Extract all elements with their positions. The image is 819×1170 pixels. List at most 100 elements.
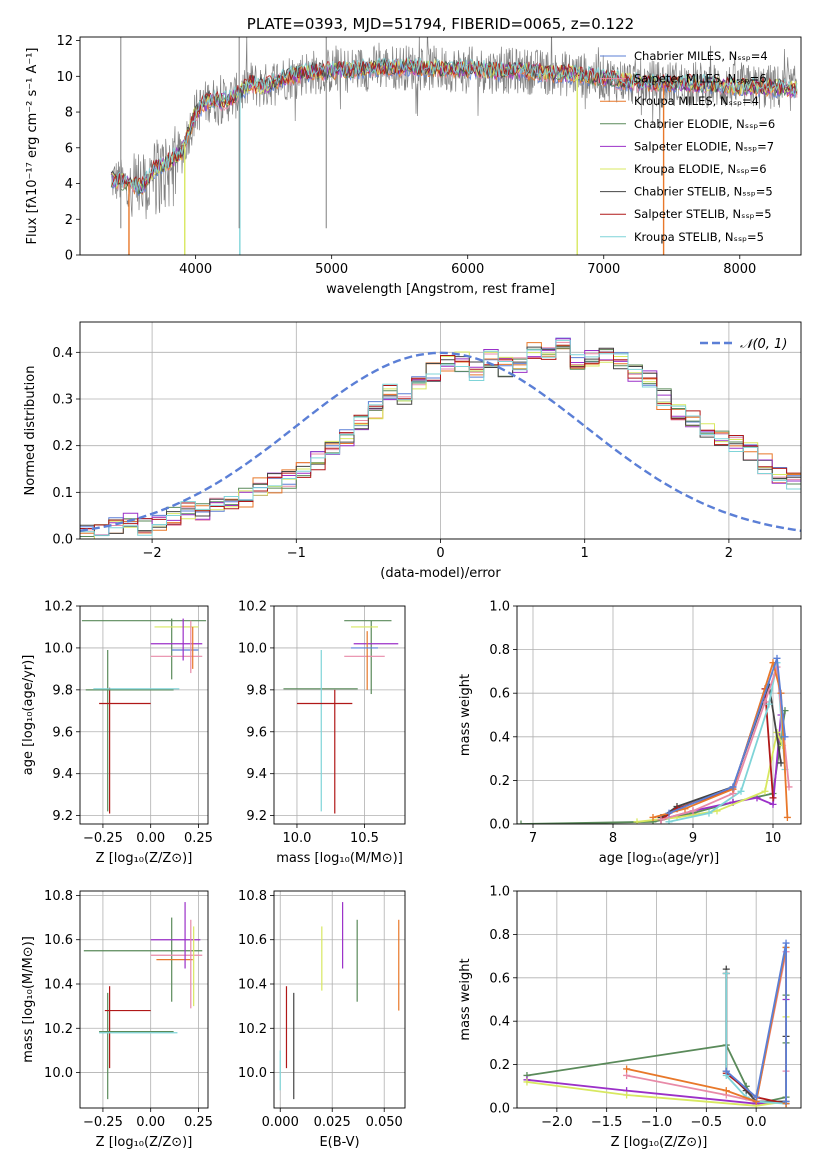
weight-point bbox=[777, 759, 785, 767]
x-tick-label: 2 bbox=[725, 546, 733, 561]
plot-frame bbox=[79, 36, 802, 256]
weight-point bbox=[782, 939, 790, 947]
y-tick-label: 10.4 bbox=[44, 978, 73, 993]
y-tick-label: 0.0 bbox=[52, 533, 73, 548]
plot-frame bbox=[79, 321, 802, 540]
weight-point bbox=[665, 809, 673, 817]
y-tick-label: 0.1 bbox=[52, 486, 73, 501]
x-tick-label: 0 bbox=[436, 546, 444, 561]
legend-label: 𝒩(0, 1) bbox=[740, 337, 787, 352]
plot-area bbox=[80, 891, 208, 1108]
x-tick-label: 0.0 bbox=[746, 1115, 767, 1130]
y-tick-label: 0.4 bbox=[489, 730, 510, 745]
y-axis-label: mass weight bbox=[458, 674, 473, 756]
x-axis-label: wavelength [Angstrom, rest frame] bbox=[326, 282, 555, 297]
panel-residuals: −2 −1 0 1 2 0.0 0.1 0.2 0.3 0.4 (data-model)/error… bbox=[23, 321, 802, 581]
weight-point bbox=[769, 800, 777, 808]
weight-point bbox=[665, 818, 673, 824]
y-tick-label: 10.0 bbox=[238, 641, 267, 656]
y-tick-label: 0.0 bbox=[489, 818, 510, 833]
panel-age-vs-Z: −0.25 0.00 0.25 9.2 9.4 9.6 9.8 10.0 10.2 Z [log₁… bbox=[21, 600, 213, 867]
chart-title: PLATE=0393, MJD=51794, FIBERID=0065, z=0… bbox=[247, 15, 634, 33]
x-tick-label: 5000 bbox=[315, 262, 348, 277]
x-axis-label: E(B-V) bbox=[319, 1135, 359, 1150]
legend-label-5: Kroupa ELODIE, Nₛₛₚ=6 bbox=[634, 162, 767, 176]
plot-area bbox=[80, 606, 208, 824]
x-tick-label: 4000 bbox=[179, 262, 212, 277]
histogram-4 bbox=[80, 338, 801, 539]
weight-point bbox=[649, 813, 657, 821]
y-tick-label: 10.8 bbox=[238, 889, 267, 904]
y-tick-label: 0.4 bbox=[489, 1015, 510, 1030]
plot-area bbox=[517, 891, 801, 1108]
legend-label-0: Chabrier MILES, Nₛₛₚ=4 bbox=[634, 49, 768, 63]
weight-point bbox=[737, 787, 745, 795]
x-tick-label: 7000 bbox=[587, 262, 620, 277]
plot-frame bbox=[516, 605, 802, 825]
legend-label-3: Chabrier ELODIE, Nₛₛₚ=6 bbox=[634, 117, 775, 131]
y-tick-label: 10.8 bbox=[44, 889, 73, 904]
y-tick-label: 10.2 bbox=[44, 600, 73, 615]
y-tick-label: 9.6 bbox=[246, 725, 267, 740]
plot-layer bbox=[517, 891, 801, 1108]
weight-point bbox=[761, 787, 769, 795]
weight-line-8 bbox=[668, 658, 786, 814]
weight-point bbox=[752, 1093, 760, 1101]
y-tick-label: 10.4 bbox=[238, 978, 267, 993]
y-tick-label: 0.8 bbox=[489, 643, 510, 658]
histogram-6 bbox=[80, 346, 801, 536]
x-tick-label: 0.25 bbox=[184, 1115, 213, 1130]
weight-point bbox=[782, 1097, 790, 1105]
x-tick-label: −0.25 bbox=[83, 831, 123, 846]
panel-weight-vs-Z: −2.0 −1.5 −1.0 −0.5 0.0 0.0 0.2 0.4 0.6 0.8 1.0 Z [… bbox=[458, 885, 802, 1150]
plot-layer bbox=[274, 891, 405, 1108]
weight-point bbox=[729, 783, 737, 791]
x-tick-label: 0.050 bbox=[366, 1115, 403, 1130]
weight-point bbox=[633, 818, 641, 824]
gaussian-curve bbox=[80, 351, 801, 532]
y-tick-label: 10.0 bbox=[44, 641, 73, 656]
y-tick-label: 0.6 bbox=[489, 687, 510, 702]
x-tick-label: 8 bbox=[609, 831, 617, 846]
x-axis-label: mass [log₁₀(M/M⊙)] bbox=[276, 851, 403, 866]
y-tick-label: 10 bbox=[56, 70, 73, 85]
y-tick-label: 0.2 bbox=[489, 774, 510, 789]
y-tick-label: 10.2 bbox=[44, 1022, 73, 1037]
y-tick-label: 10.0 bbox=[238, 1066, 267, 1081]
x-tick-label: 0.025 bbox=[314, 1115, 351, 1130]
histogram-8 bbox=[80, 339, 801, 537]
legend-label-4: Salpeter ELODIE, Nₛₛₚ=7 bbox=[634, 139, 774, 153]
model-spectrum-8 bbox=[110, 57, 798, 193]
plot-frame bbox=[273, 605, 406, 825]
y-tick-label: 0 bbox=[65, 249, 73, 264]
y-tick-label: 9.2 bbox=[52, 809, 73, 824]
y-axis-label: Flux [fλ10⁻¹⁷ erg cm⁻² s⁻¹ A⁻¹] bbox=[25, 48, 40, 245]
y-tick-label: 1.0 bbox=[489, 885, 510, 900]
legend-label-8: Kroupa STELIB, Nₛₛₚ=5 bbox=[634, 230, 764, 244]
y-tick-label: 0.4 bbox=[52, 346, 73, 361]
plot-area bbox=[517, 606, 801, 824]
plot-layer bbox=[80, 891, 208, 1108]
x-tick-label: 0.00 bbox=[136, 831, 165, 846]
plot-frame bbox=[79, 605, 209, 825]
x-tick-label: 7 bbox=[529, 831, 537, 846]
legend-label-1: Salpeter MILES, Nₛₛₚ=6 bbox=[634, 72, 767, 86]
y-tick-label: 8 bbox=[65, 106, 73, 121]
x-tick-label: 10 bbox=[765, 831, 782, 846]
x-tick-label: 8000 bbox=[723, 262, 756, 277]
weight-point bbox=[623, 1065, 631, 1073]
weight-point bbox=[722, 969, 730, 977]
weight-line-8 bbox=[725, 942, 787, 1102]
y-axis-label: mass [log₁₀(M/M⊙)] bbox=[21, 936, 36, 1063]
weight-point bbox=[769, 794, 777, 802]
y-tick-label: 10.2 bbox=[238, 600, 267, 615]
x-tick-label: 10.0 bbox=[282, 831, 311, 846]
x-tick-label: −1.0 bbox=[641, 1115, 673, 1130]
panel-mass-vs-ebv: 0.000 0.025 0.050 10.0 10.2 10.4 10.6 10.8 E(B-V… bbox=[238, 889, 406, 1150]
weight-point bbox=[781, 733, 789, 741]
plot-frame bbox=[273, 890, 406, 1109]
plot-area bbox=[274, 606, 405, 824]
x-tick-label: 0.000 bbox=[262, 1115, 299, 1130]
weight-point bbox=[765, 700, 773, 708]
